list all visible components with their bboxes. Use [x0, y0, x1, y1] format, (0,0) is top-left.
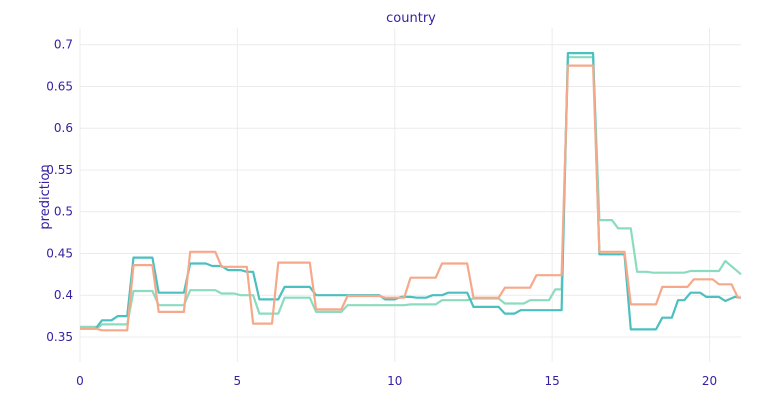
y-tick-label-1: 0.4 [54, 288, 73, 302]
x-gridlines [79, 28, 711, 362]
series-line-0 [80, 56, 742, 328]
chart-title: country [386, 11, 436, 26]
y-tick-label-6: 0.65 [46, 79, 73, 93]
y-tick-label-2: 0.45 [46, 246, 73, 260]
x-tick-label-4: 20 [702, 374, 717, 388]
y-tick-label-0: 0.35 [46, 330, 73, 344]
x-tick-label-1: 5 [234, 374, 242, 388]
series-line-1 [80, 51, 742, 331]
y-tick-labels: 0.35 0.4 0.45 0.5 0.55 0.6 0.65 0.7 [46, 38, 73, 344]
y-tick-label-5: 0.6 [54, 121, 73, 135]
x-tick-label-2: 10 [387, 374, 402, 388]
y-axis-title: prediction [38, 164, 53, 229]
y-tick-label-7: 0.7 [54, 38, 73, 52]
x-tick-label-3: 15 [545, 374, 560, 388]
series-line-2 [80, 64, 741, 332]
x-tick-label-0: 0 [76, 374, 84, 388]
x-tick-labels: 0 5 10 15 20 [76, 374, 717, 388]
y-tick-label-3: 0.5 [54, 205, 73, 219]
y-gridlines [80, 44, 741, 338]
y-tick-label-4: 0.55 [46, 163, 73, 177]
series-layer [80, 51, 742, 332]
